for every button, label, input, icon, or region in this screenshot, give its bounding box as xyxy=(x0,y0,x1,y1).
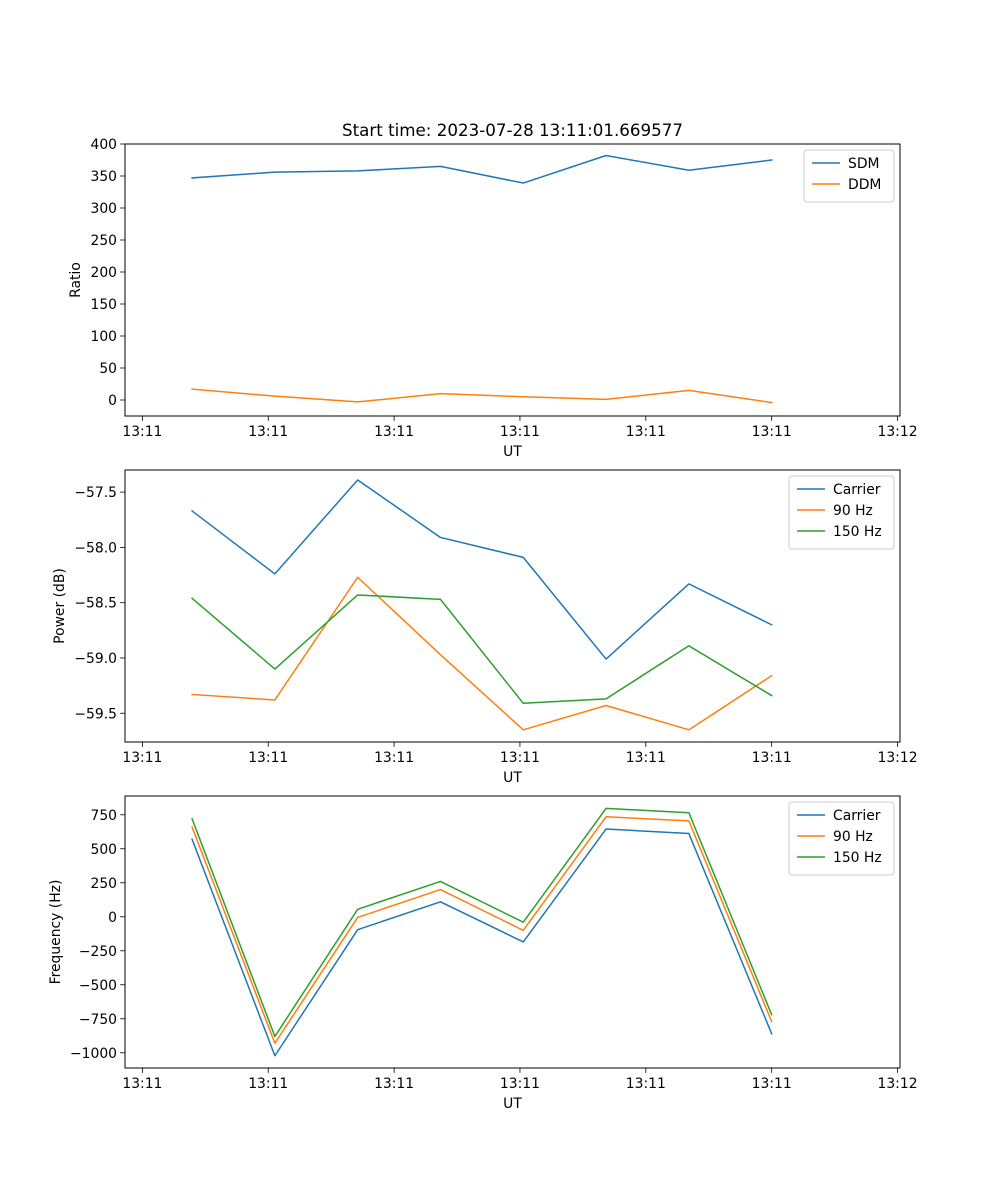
x-tick-label: 13:12 xyxy=(878,750,918,766)
y-tick-label: −59.5 xyxy=(74,706,117,722)
series-line-90-hz xyxy=(191,816,773,1044)
y-tick-label: −250 xyxy=(79,944,117,960)
y-tick-label: 100 xyxy=(90,329,117,345)
chart-panel-3: 13:11 13:11 13:11 13:11 13:11 13:11 13:12 UT −10… xyxy=(48,795,918,1112)
x-tick-label: 13:11 xyxy=(626,424,666,440)
y-tick-label: −1000 xyxy=(70,1046,117,1062)
series-line-carrier xyxy=(191,828,773,1057)
plot-frame xyxy=(124,143,901,417)
x-tick-label: 13:11 xyxy=(374,750,414,766)
legend-label: 90 Hz xyxy=(833,503,873,519)
x-tick-label: 13:12 xyxy=(878,424,918,440)
x-tick-label: 13:11 xyxy=(248,1076,288,1092)
chart-panel-1: Start time: 2023-07-28 13:11:01.669577 13… xyxy=(68,120,918,460)
legend-label: Carrier xyxy=(833,482,881,498)
legend-label: DDM xyxy=(848,177,881,193)
y-tick-label: 200 xyxy=(90,265,117,281)
series-line-150-hz xyxy=(191,807,773,1038)
plot-frame xyxy=(124,795,901,1069)
x-tick-label: 13:11 xyxy=(122,1076,162,1092)
x-axis-label: UT xyxy=(503,770,522,786)
y-tick-label: 50 xyxy=(99,361,117,377)
legend-label: 150 Hz xyxy=(833,524,882,540)
legend: SDM DDM xyxy=(803,149,895,203)
y-tick-label: −58.0 xyxy=(74,540,117,556)
y-tick-label: 750 xyxy=(90,808,117,824)
x-tick-label: 13:11 xyxy=(500,424,540,440)
x-tick-label: 13:11 xyxy=(248,424,288,440)
x-tick-label: 13:11 xyxy=(500,1076,540,1092)
x-tick-label: 13:11 xyxy=(248,750,288,766)
series-line-150-hz xyxy=(191,594,773,705)
x-tick-label: 13:11 xyxy=(626,750,666,766)
legend: Carrier 90 Hz 150 Hz xyxy=(788,475,895,550)
legend-label: SDM xyxy=(848,156,880,172)
x-tick-label: 13:11 xyxy=(122,750,162,766)
series-line-ddm xyxy=(191,388,773,404)
y-tick-label: 250 xyxy=(90,233,117,249)
x-tick-label: 13:11 xyxy=(122,424,162,440)
x-tick-label: 13:11 xyxy=(374,1076,414,1092)
y-tick-label: 150 xyxy=(90,297,117,313)
y-tick-label: 300 xyxy=(90,201,117,217)
legend-label: 150 Hz xyxy=(833,850,882,866)
y-tick-label: −500 xyxy=(79,978,117,994)
x-tick-label: 13:12 xyxy=(878,1076,918,1092)
y-axis-label: Ratio xyxy=(68,262,84,298)
series-line-carrier xyxy=(191,479,773,660)
series-line-sdm xyxy=(191,154,773,184)
chart-panel-2: 13:11 13:11 13:11 13:11 13:11 13:11 13:12 UT −59… xyxy=(52,469,918,786)
y-tick-label: −58.5 xyxy=(74,596,117,612)
plot-frame xyxy=(124,469,901,743)
y-tick-label: 400 xyxy=(90,137,117,153)
y-tick-label: 0 xyxy=(108,393,117,409)
legend-label: Carrier xyxy=(833,808,881,824)
chart-title: Start time: 2023-07-28 13:11:01.669577 xyxy=(342,120,683,140)
series-group xyxy=(191,154,773,404)
y-tick-label: 350 xyxy=(90,169,117,185)
series-group xyxy=(191,479,773,731)
legend: Carrier 90 Hz 150 Hz xyxy=(788,801,895,876)
series-line-90-hz xyxy=(191,576,773,731)
y-axis-label: Frequency (Hz) xyxy=(48,880,64,985)
x-axis-label: UT xyxy=(503,1096,522,1112)
x-tick-label: 13:11 xyxy=(752,750,792,766)
y-tick-label: −750 xyxy=(79,1012,117,1028)
y-tick-label: 0 xyxy=(108,910,117,926)
y-tick-label: −59.0 xyxy=(74,651,117,667)
y-tick-label: 250 xyxy=(90,876,117,892)
y-tick-label: −57.5 xyxy=(74,485,117,501)
x-tick-label: 13:11 xyxy=(752,424,792,440)
y-axis-label: Power (dB) xyxy=(52,568,68,644)
x-axis-label: UT xyxy=(503,444,522,460)
x-tick-label: 13:11 xyxy=(374,424,414,440)
series-group xyxy=(191,807,773,1057)
x-tick-label: 13:11 xyxy=(752,1076,792,1092)
legend-label: 90 Hz xyxy=(833,829,873,845)
x-tick-label: 13:11 xyxy=(626,1076,666,1092)
y-tick-label: 500 xyxy=(90,842,117,858)
x-tick-label: 13:11 xyxy=(500,750,540,766)
